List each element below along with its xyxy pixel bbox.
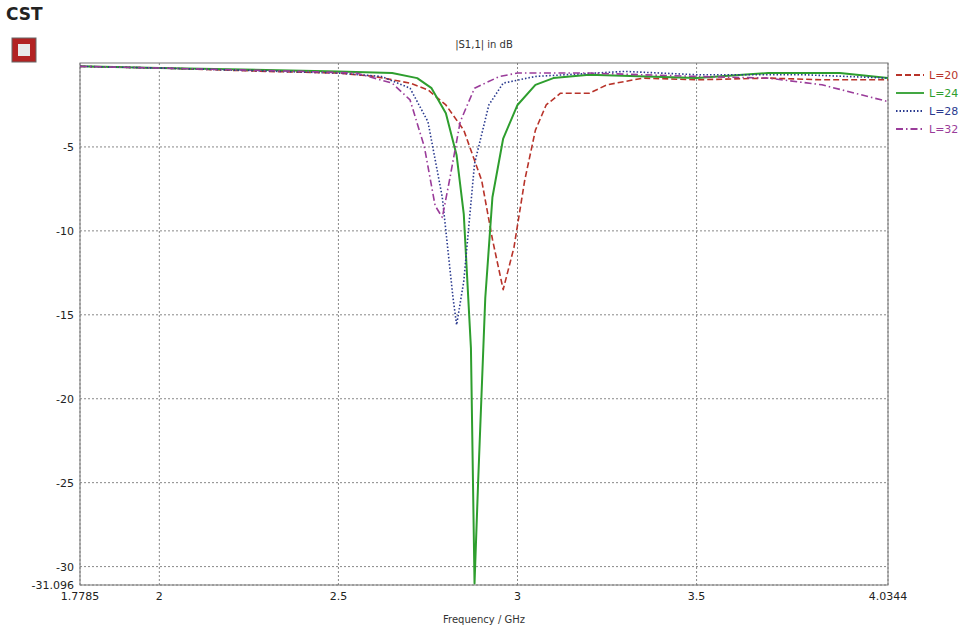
legend-swatch <box>896 74 924 76</box>
series-line <box>80 66 888 289</box>
x-axis-label: Frequency / GHz <box>443 614 525 625</box>
y-tick-label: -5 <box>63 141 74 154</box>
y-tick-label: -10 <box>56 225 74 238</box>
x-tick-label: 2.5 <box>330 590 348 603</box>
grid-line <box>80 146 888 147</box>
y-tick-label: -31.096 <box>32 579 74 592</box>
y-tick-label: -25 <box>56 477 74 490</box>
legend-label: L=28 <box>929 105 958 118</box>
y-tick-label: -15 <box>56 309 74 322</box>
grid-line <box>338 63 339 585</box>
grid-line <box>80 482 888 483</box>
legend-label: L=24 <box>929 87 958 100</box>
logo-icon <box>12 38 36 62</box>
legend-swatch <box>896 128 924 130</box>
plot-area <box>80 66 888 583</box>
grid-line <box>159 63 160 585</box>
x-tick-label: 2 <box>156 590 163 603</box>
y-tick-label: -20 <box>56 393 74 406</box>
y-tick-label: -30 <box>56 561 74 574</box>
x-tick-label: 3 <box>514 590 521 603</box>
logo-icon <box>18 44 30 56</box>
legend-swatch <box>896 110 924 112</box>
title: |S1,1| in dB <box>455 39 513 51</box>
grid-line <box>80 230 888 231</box>
grid-line <box>80 566 888 567</box>
plot-frame <box>80 63 888 585</box>
grid-line <box>517 63 518 585</box>
series-line <box>80 66 888 217</box>
x-tick-label: 3.5 <box>688 590 706 603</box>
background <box>0 0 978 631</box>
legend-label: L=20 <box>929 69 958 82</box>
legend-swatch <box>896 92 924 94</box>
legend-label: L=32 <box>929 123 958 136</box>
grid-line <box>80 398 888 399</box>
grid-line <box>696 63 697 585</box>
x-tick-label: 4.0344 <box>869 590 908 603</box>
brand: CST <box>6 4 43 24</box>
chart: CST|S1,1| in dB1.778522.533.54.0344-31.0… <box>0 0 978 631</box>
series-line <box>80 66 888 325</box>
series-line <box>80 66 888 583</box>
